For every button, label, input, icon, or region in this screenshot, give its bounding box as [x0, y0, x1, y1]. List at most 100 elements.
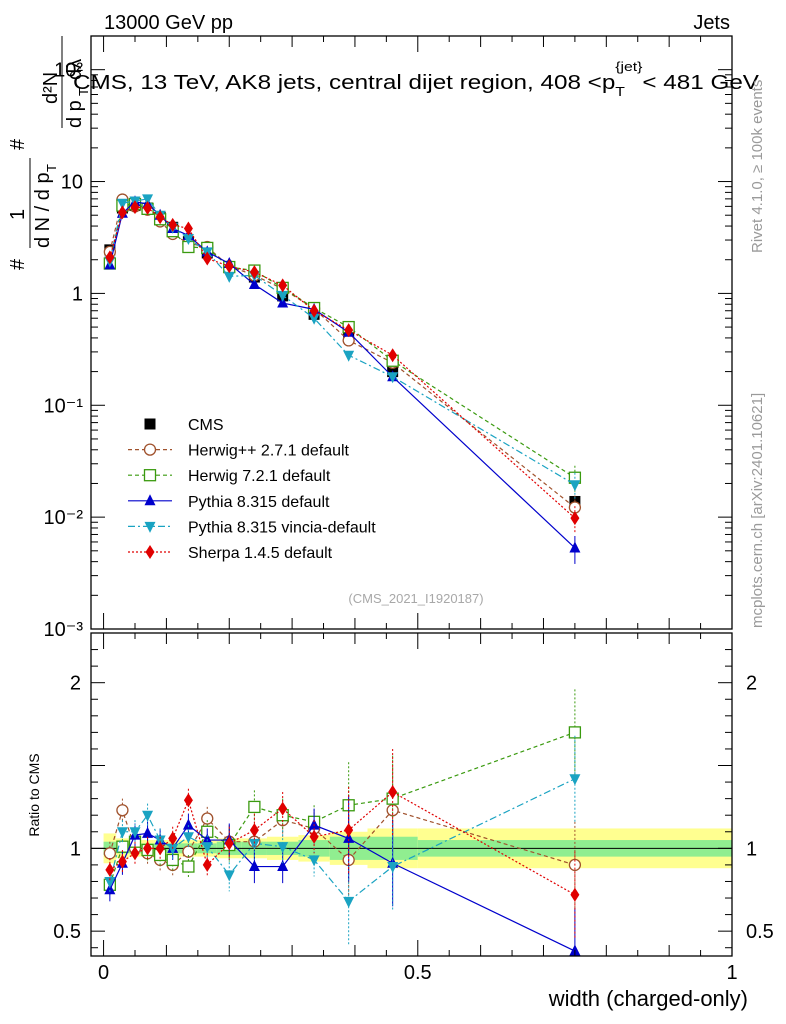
ratio-point [201, 833, 213, 845]
data-point [117, 205, 127, 220]
y-tick-label: 1 [72, 283, 83, 305]
ratio-point [155, 841, 165, 856]
data-point [249, 265, 259, 280]
legend-label: Sherpa 1.4.5 default [188, 545, 333, 562]
ratio-point [570, 887, 580, 902]
title-post: < 481 GeV [642, 72, 759, 94]
ratio-point [308, 855, 320, 867]
series-cms [104, 200, 581, 507]
y-tick-label: 10⁻¹ [44, 395, 84, 417]
svg-text:dλ: dλ [64, 59, 86, 80]
ratio-point [388, 785, 398, 800]
data-point [343, 350, 355, 362]
legend-item-sherpa-1-4-5-default: Sherpa 1.4.5 default [128, 545, 333, 562]
ratio-point [277, 860, 289, 872]
legend-label: Herwig++ 2.7.1 default [188, 443, 350, 460]
legend-item-cms: CMS [144, 417, 224, 434]
ratio-point [116, 827, 128, 839]
legend-label: Herwig 7.2.1 default [188, 468, 331, 485]
series-pythia-8-315-default [104, 195, 581, 564]
legend-label: CMS [188, 417, 224, 434]
legend-label: Pythia 8.315 default [188, 494, 330, 511]
legend-marker [144, 494, 156, 506]
header-left: 13000 GeV pp [104, 12, 233, 34]
ratio-point [248, 838, 260, 850]
svg-text:d p: d p [64, 100, 86, 128]
title-sub: T [615, 84, 625, 99]
data-point [182, 233, 194, 245]
ratio-point [129, 827, 141, 839]
legend-item-pythia-8-315-default: Pythia 8.315 default [128, 494, 330, 511]
header-right: Jets [693, 12, 730, 34]
ratio-point [104, 883, 116, 895]
ratio-point [183, 793, 193, 808]
data-point [248, 278, 260, 290]
ratio-plot-frame [90, 632, 733, 957]
series-line-pythia-8-315-default [109, 201, 576, 549]
ratio-point [130, 846, 140, 861]
main-plot-frame [90, 35, 733, 630]
legend-item-herwig-7-2-1-default: Herwig 7.2.1 default [128, 468, 331, 485]
title-p: p [602, 72, 615, 94]
ratio-point [248, 800, 261, 814]
ratio-y-tick-label: 0.5 [53, 921, 81, 943]
ratio-point [343, 896, 355, 908]
data-point [569, 541, 581, 553]
x-axis-label: width (charged-only) [548, 986, 748, 1011]
data-point [130, 200, 140, 215]
svg-text:#: # [7, 258, 29, 270]
ratio-point [142, 826, 154, 838]
ratio-point [249, 823, 259, 838]
ratio-point [105, 862, 115, 877]
title-sup: {jet} [615, 59, 643, 74]
ratio-point [248, 860, 260, 872]
ratio-y-tick-label: 1 [70, 838, 81, 860]
x-tick-label: 0 [98, 962, 109, 984]
ratio-point [277, 842, 289, 854]
legend-item-pythia-8-315-vincia-default: Pythia 8.315 vincia-default [128, 519, 376, 536]
ratio-point [569, 774, 581, 786]
ratio-point [278, 801, 288, 816]
y-tick-label: 10⁻² [44, 507, 84, 529]
data-point [155, 210, 165, 225]
chart-title: CMS, 13 TeV, AK8 jets, central dijet reg… [73, 59, 760, 99]
ratio-point [182, 860, 195, 873]
y-axis-label: # 1 d N / d p T # d²N d p T dλ [7, 36, 91, 270]
svg-text:d²N: d²N [40, 72, 62, 104]
ratio-point [387, 862, 399, 874]
ratio-series-sherpa-1-4-5-default [105, 748, 580, 938]
data-point [278, 278, 288, 293]
ratio-y-tick-label-right: 0.5 [746, 921, 774, 943]
ratio-point [201, 812, 214, 825]
y-tick-label: 10² [54, 60, 83, 82]
data-point [224, 259, 234, 274]
data-point [569, 480, 581, 492]
legend-label: Pythia 8.315 vincia-default [188, 519, 376, 536]
svg-text:1: 1 [7, 209, 29, 220]
data-point [277, 290, 289, 302]
y-tick-label: 10⁻³ [44, 619, 84, 641]
svg-text:#: # [7, 138, 29, 150]
ratio-series-pythia-8-315-vincia-default [104, 735, 581, 945]
ratio-y-tick-label-right: 2 [746, 673, 757, 695]
legend-marker [143, 469, 157, 482]
watermark: (CMS_2021_I1920187) [348, 591, 483, 606]
data-point [308, 313, 320, 325]
ratio-point [116, 804, 129, 817]
data-point [202, 251, 212, 266]
ratio-point [142, 810, 154, 822]
ratio-point [568, 726, 582, 739]
legend-marker [145, 545, 155, 559]
data-point [105, 250, 115, 265]
legend-marker [144, 418, 156, 430]
data-point [277, 296, 289, 308]
data-point [344, 323, 354, 338]
mcplots-reference: mcplots.cern.ch [arXiv:2401.10621] [749, 393, 766, 628]
series-herwig-2-7-1-default [103, 193, 582, 524]
ratio-point [104, 876, 116, 888]
ratio-y-tick-label-right: 1 [746, 838, 757, 860]
ratio-point [201, 842, 213, 854]
legend-item-herwig-2-7-1-default: Herwig++ 2.7.1 default [128, 443, 350, 460]
ratio-point [182, 818, 194, 830]
